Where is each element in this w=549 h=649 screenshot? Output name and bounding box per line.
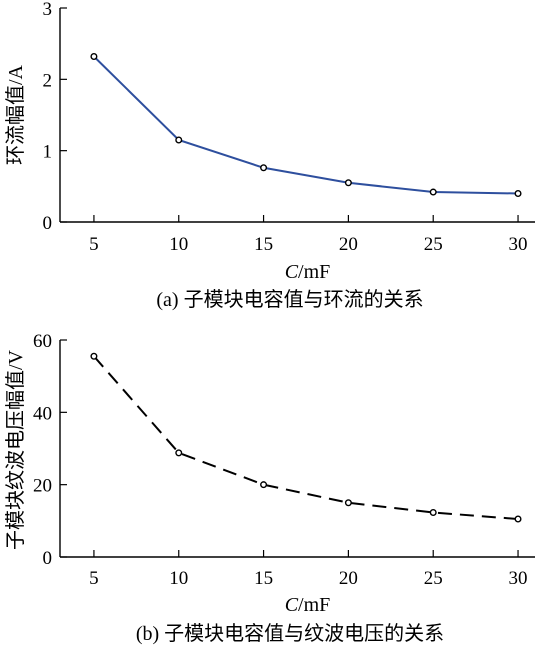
- data-point: [514, 189, 522, 197]
- x-axis-label-variable: C: [285, 261, 299, 283]
- x-tick-label: 25: [424, 234, 443, 255]
- x-tick-label: 5: [89, 234, 99, 255]
- data-point: [260, 481, 268, 489]
- series-line: [93, 55, 519, 195]
- data-point: [175, 449, 183, 457]
- chart-1: 5 10 15 20 25 30 0 20 40 60 C/mF 子模块纹波电压幅值/V (b) 子模块…: [4, 331, 535, 645]
- data-point: [514, 515, 522, 523]
- data-point: [344, 179, 352, 187]
- x-tick-label: 30: [509, 568, 528, 589]
- x-axis-label-unit: /mF: [298, 594, 330, 616]
- data-point: [344, 499, 352, 507]
- x-tick-label: 15: [254, 568, 273, 589]
- x-axis-label: C/mF: [285, 594, 331, 616]
- x-tick-label: 25: [424, 568, 443, 589]
- x-tick-label: 20: [339, 234, 358, 255]
- x-tick-label: 30: [509, 234, 528, 255]
- y-axis-label: 子模块纹波电压幅值/V: [4, 349, 27, 550]
- y-axis-label: 环流幅值/A: [4, 64, 27, 165]
- y-tick-label: 0: [43, 213, 53, 234]
- data-point: [429, 188, 437, 196]
- chart-0: 5 10 15 20 25 30 0 1 2 3 C/mF 环流幅值/A (a) 子模块电容值与环流的关…: [4, 0, 535, 311]
- y-tick-label: 2: [43, 70, 53, 91]
- data-point: [429, 509, 437, 517]
- chart-caption: (b) 子模块电容值与纹波电压的关系: [136, 622, 444, 645]
- x-axis-label: C/mF: [285, 261, 331, 283]
- x-axis-label-variable: C: [285, 594, 299, 616]
- chart-caption: (a) 子模块电容值与环流的关系: [156, 288, 423, 311]
- data-point: [90, 352, 98, 360]
- y-tick-label: 3: [43, 0, 53, 20]
- y-tick-label: 1: [43, 142, 53, 163]
- y-tick-label: 20: [33, 476, 52, 497]
- x-tick-label: 20: [339, 568, 358, 589]
- x-tick-label: 5: [89, 568, 99, 589]
- data-point: [175, 136, 183, 144]
- x-tick-label: 15: [254, 234, 273, 255]
- data-point: [90, 53, 98, 61]
- series-line: [93, 355, 519, 521]
- x-tick-label: 10: [169, 568, 188, 589]
- x-tick-label: 10: [169, 234, 188, 255]
- y-tick-label: 60: [33, 331, 52, 352]
- y-tick-label: 40: [33, 403, 52, 424]
- x-axis-label-unit: /mF: [298, 261, 330, 283]
- data-point: [260, 164, 268, 172]
- y-tick-label: 0: [43, 548, 53, 569]
